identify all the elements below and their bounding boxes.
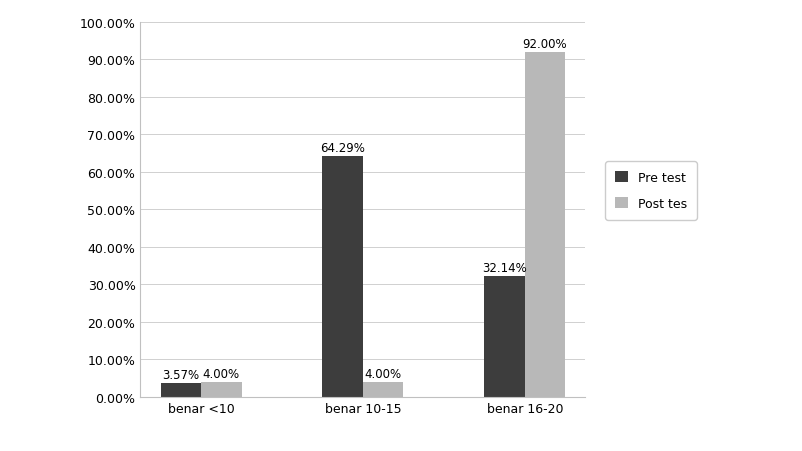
Legend: Pre test, Post tes: Pre test, Post tes <box>605 162 697 220</box>
Text: 4.00%: 4.00% <box>365 367 402 380</box>
Text: 4.00%: 4.00% <box>203 367 240 380</box>
Bar <box>525 52 565 397</box>
Text: 3.57%: 3.57% <box>162 368 200 382</box>
Text: 92.00%: 92.00% <box>523 37 567 51</box>
Bar <box>201 382 241 397</box>
Bar <box>484 276 525 397</box>
Bar <box>363 382 403 397</box>
Text: 64.29%: 64.29% <box>320 141 365 154</box>
Text: 32.14%: 32.14% <box>482 262 527 275</box>
Bar <box>322 156 363 397</box>
Bar <box>160 383 201 397</box>
